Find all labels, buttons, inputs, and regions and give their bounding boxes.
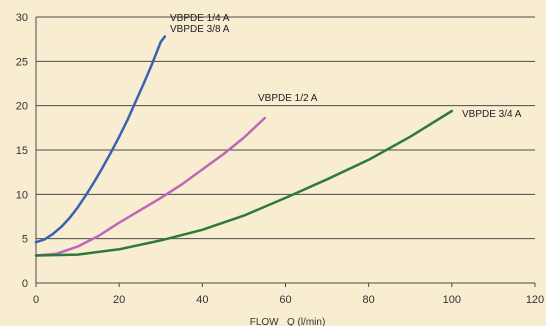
x-tick-label: 80 bbox=[363, 294, 375, 306]
y-tick-label: 25 bbox=[16, 56, 28, 68]
series-line bbox=[34, 35, 167, 244]
x-tick-label: 40 bbox=[196, 294, 208, 306]
x-tick-label: 20 bbox=[113, 294, 125, 306]
y-tick-label: 10 bbox=[16, 189, 28, 201]
y-tick-labels: 0 5 10 15 20 25 30 bbox=[16, 12, 28, 290]
y-tick-label: 0 bbox=[22, 278, 28, 290]
series-line bbox=[34, 109, 454, 257]
grid-lines bbox=[36, 16, 535, 240]
series-label: VBPDE 1/2 A bbox=[258, 93, 318, 104]
y-tick-label: 30 bbox=[16, 12, 28, 24]
series-label: VBPDE 1/4 A bbox=[170, 13, 230, 24]
x-axis-title: FLOW Q (l/min) bbox=[250, 317, 326, 326]
series-label: VBPDE 3/4 A bbox=[462, 109, 522, 120]
x-tick-label: 60 bbox=[279, 294, 291, 306]
series-line bbox=[34, 116, 266, 257]
x-tick-label: 100 bbox=[443, 294, 461, 306]
y-tick-label: 15 bbox=[16, 145, 28, 157]
x-tick-label: 120 bbox=[526, 294, 544, 306]
x-tick-label: 0 bbox=[33, 294, 39, 306]
series-lines bbox=[34, 35, 454, 257]
x-tick-labels: 0 20 40 60 80 100 120 bbox=[33, 283, 544, 306]
y-tick-label: 5 bbox=[22, 234, 28, 246]
y-tick-label: 20 bbox=[16, 101, 28, 113]
series-label: VBPDE 3/8 A bbox=[170, 24, 230, 35]
